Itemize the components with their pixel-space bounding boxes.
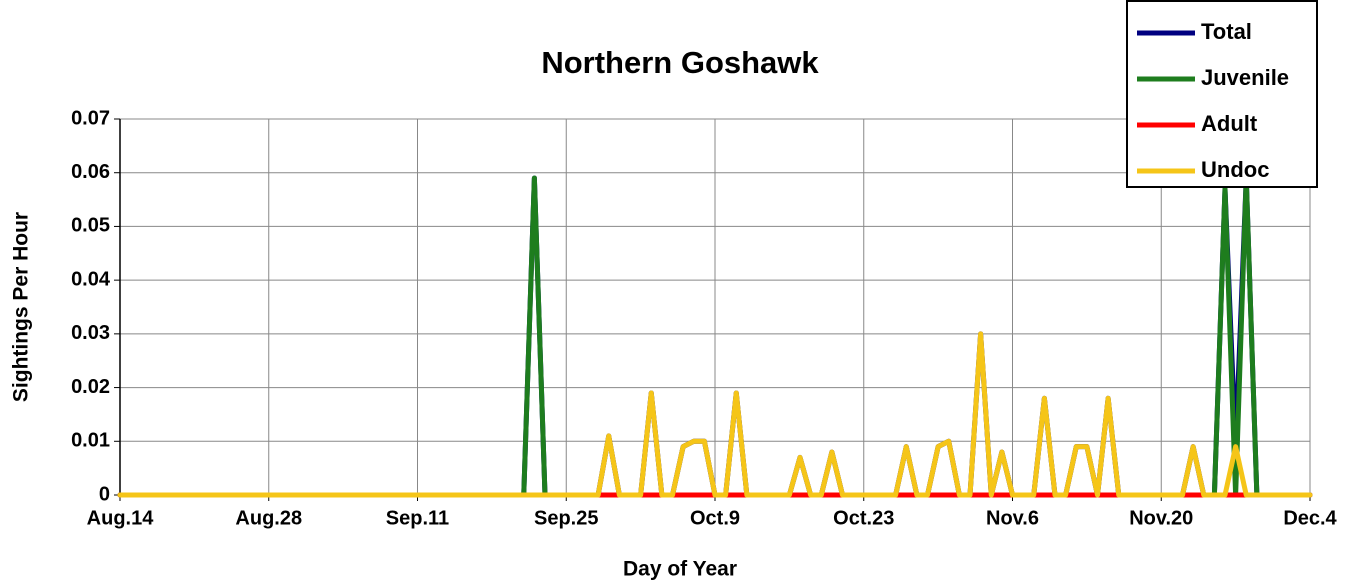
- x-tick-label: Nov.6: [986, 507, 1039, 529]
- y-tick-label: 0.07: [71, 107, 110, 129]
- chart-title: Northern Goshawk: [541, 45, 819, 80]
- x-tick-label: Sep.11: [386, 507, 449, 529]
- legend-label: Adult: [1201, 111, 1258, 136]
- y-axis-label: Sightings Per Hour: [10, 212, 33, 402]
- x-tick-label: Aug.14: [87, 507, 155, 529]
- legend-label: Undoc: [1201, 157, 1269, 182]
- legend-label: Total: [1201, 19, 1252, 44]
- x-tick-label: Oct.9: [690, 507, 740, 529]
- x-tick-label: Sep.25: [534, 507, 598, 529]
- legend-box: [1126, 0, 1318, 188]
- y-tick-label: 0.03: [71, 322, 110, 344]
- x-tick-label: Aug.28: [235, 507, 302, 529]
- x-tick-label: Nov.20: [1129, 507, 1193, 529]
- x-axis-label: Day of Year: [623, 558, 737, 581]
- y-tick-label: 0.02: [71, 376, 110, 398]
- y-tick-label: 0.05: [71, 215, 110, 237]
- series-line: [117, 331, 1313, 498]
- y-tick-label: 0: [99, 483, 110, 505]
- x-tick-label: Dec.4: [1283, 507, 1337, 529]
- y-tick-label: 0.04: [71, 268, 111, 290]
- legend-label: Juvenile: [1201, 65, 1289, 90]
- x-tick-label: Oct.23: [833, 507, 894, 529]
- y-tick-label: 0.06: [71, 161, 110, 183]
- y-tick-label: 0.01: [71, 430, 110, 452]
